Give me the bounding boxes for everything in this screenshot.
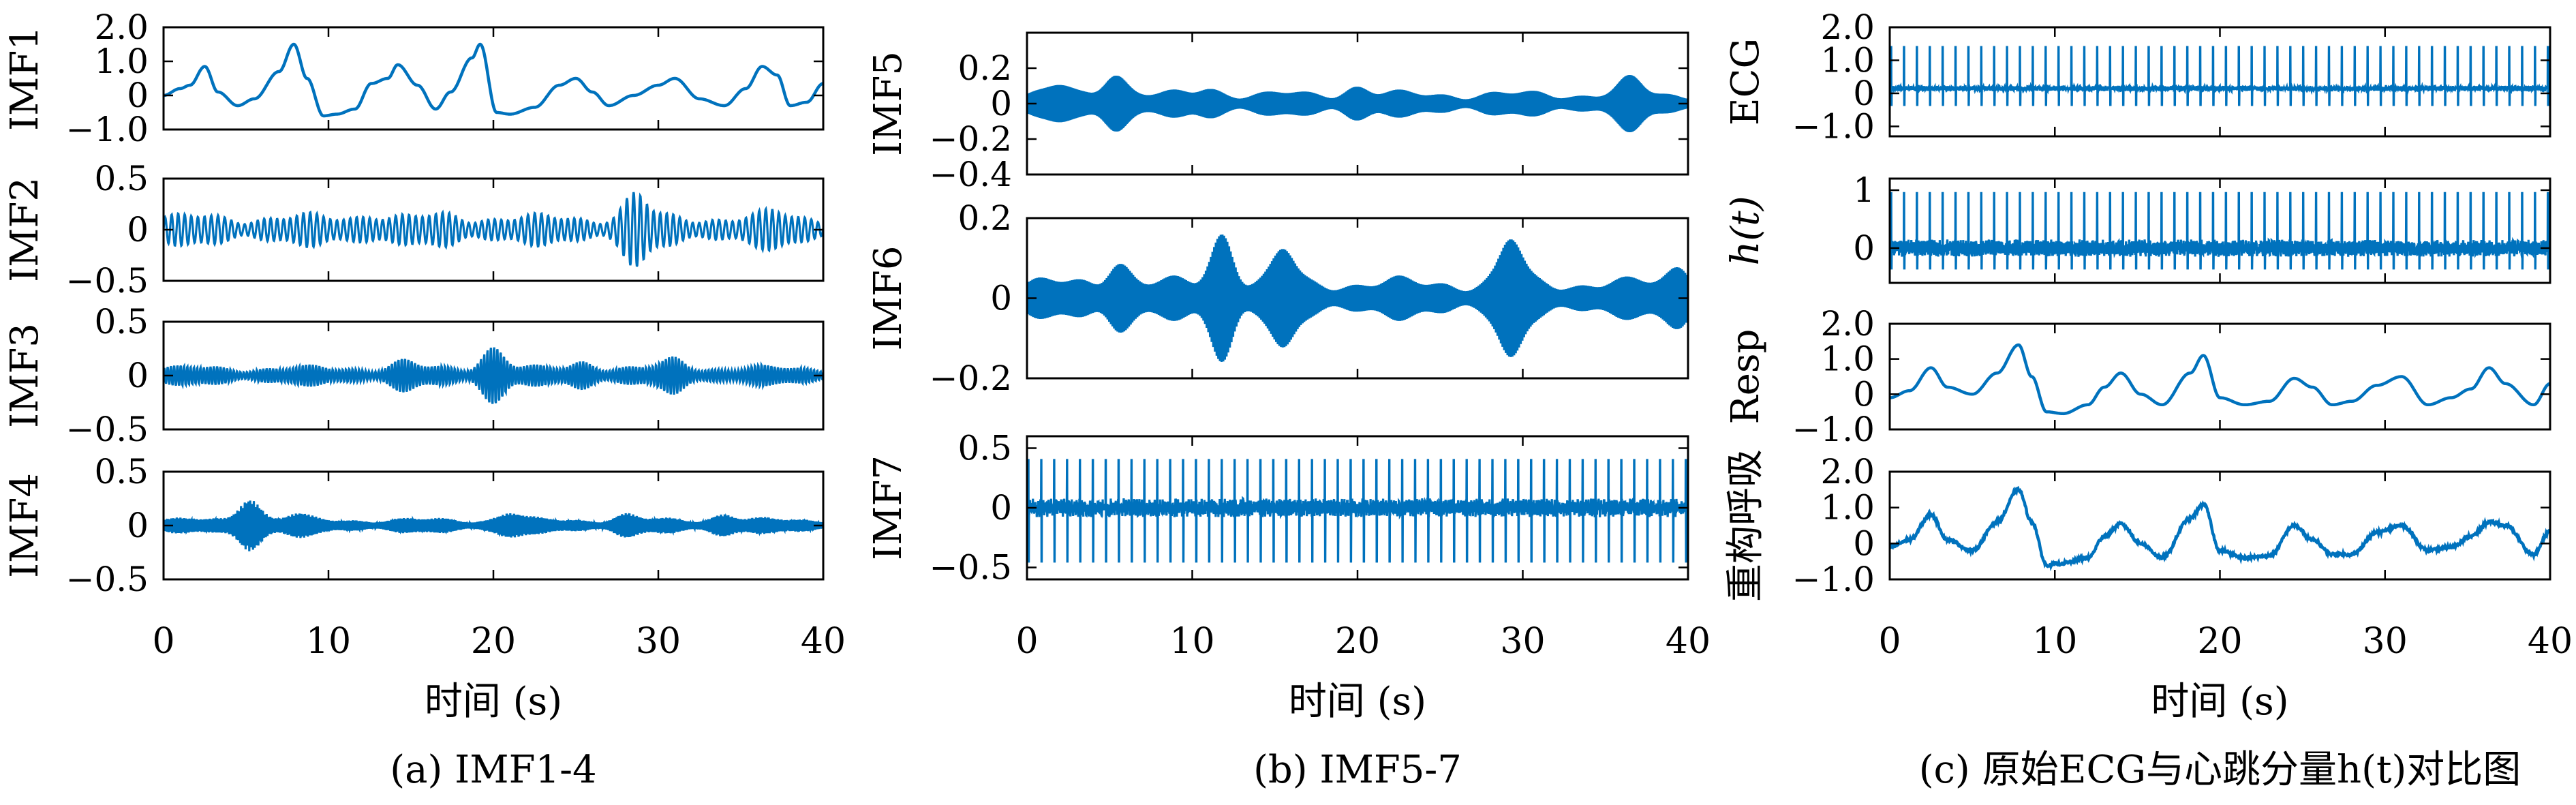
y-tick-label: 0.5 <box>94 302 149 341</box>
axes-frame <box>1888 177 2551 284</box>
panel-c: −1.001.02.0ECG01h(t)−1.001.02.0Resp−1.00… <box>1723 7 2573 792</box>
y-axis-label: IMF5 <box>866 51 910 156</box>
x-tick-label: 20 <box>471 621 516 662</box>
axes-frame <box>1888 26 2551 138</box>
x-tick-label: 20 <box>1335 621 1380 662</box>
y-tick-label: −0.5 <box>66 560 149 599</box>
x-tick-label: 30 <box>636 621 681 662</box>
subplot-Resp: −1.001.02.0 Resp <box>1723 304 2551 449</box>
x-tick-label: 40 <box>2528 621 2573 662</box>
series-line-重构呼吸 <box>1890 485 2550 572</box>
y-axis-label: IMF2 <box>3 177 47 282</box>
series-line-ECG <box>1890 46 2550 106</box>
y-tick-label: 1 <box>1853 170 1875 210</box>
y-tick-label: 0 <box>127 356 149 395</box>
subplot-IMF7: −0.5 0 0.5 IMF7 <box>866 429 1689 588</box>
series-line-h(t) <box>1890 192 2550 270</box>
x-tick-label: 0 <box>1015 621 1038 662</box>
subplot-IMF4: −0.5 0 0.5 IMF4 <box>3 452 825 599</box>
y-axis-label: 重构呼吸 <box>1723 449 1768 602</box>
y-tick-label: −0.2 <box>930 359 1012 398</box>
series-line-IMF6 <box>1027 234 1688 363</box>
panel-caption: (a) IMF1-4 <box>390 748 596 792</box>
y-tick-label: 0.2 <box>957 198 1012 238</box>
series-line-IMF3 <box>164 347 823 404</box>
x-tick-label: 30 <box>2363 621 2408 662</box>
subplot-IMF1: −1.001.02.0 IMF1 <box>3 7 825 149</box>
y-tick-label: 0 <box>1853 374 1875 414</box>
x-axis-label: 时间 (s) <box>2151 680 2288 724</box>
y-tick-label: 0 <box>127 76 149 115</box>
panel-caption: (c) 原始ECG与心跳分量h(t)对比图 <box>1919 748 2521 792</box>
y-tick-label: 0 <box>1853 228 1875 268</box>
y-tick-label: 0 <box>1853 74 1875 113</box>
y-axis-label: h(t) <box>1723 196 1768 265</box>
y-tick-label: 0 <box>127 506 149 545</box>
subplot-IMF6: −0.2 0 0.2 IMF6 <box>866 198 1689 398</box>
y-tick-label: 0.5 <box>94 452 149 491</box>
y-tick-label: 0 <box>1853 523 1875 563</box>
y-tick-label: 2.0 <box>94 7 149 47</box>
subplot-IMF5: −0.4−0.200.2 IMF5 <box>866 31 1689 194</box>
x-tick-label: 40 <box>1666 621 1711 662</box>
axes-frame <box>162 26 825 131</box>
y-tick-label: −1.0 <box>1792 560 1875 599</box>
subplot-h(t): 0 1 h(t) <box>1723 170 2551 284</box>
x-tick-label: 40 <box>801 621 846 662</box>
y-tick-label: 1.0 <box>1820 339 1875 379</box>
y-axis-label: IMF1 <box>3 26 47 131</box>
y-tick-label: 0 <box>127 210 149 249</box>
y-tick-label: 0 <box>990 279 1012 318</box>
y-axis-label: IMF4 <box>3 473 47 578</box>
y-tick-label: 1.0 <box>94 42 149 81</box>
y-tick-label: 0.5 <box>957 429 1012 468</box>
y-tick-label: 1.0 <box>1820 488 1875 528</box>
subplot-ECG: −1.001.02.0 ECG <box>1723 7 2551 146</box>
y-tick-label: 0.5 <box>94 159 149 198</box>
panel-caption: (b) IMF5-7 <box>1253 748 1462 792</box>
x-tick-label: 30 <box>1500 621 1545 662</box>
y-tick-label: −0.5 <box>66 410 149 449</box>
x-tick-label: 0 <box>1878 621 1901 662</box>
x-tick-label: 10 <box>306 621 351 662</box>
panel-b: −0.4−0.200.2IMF5−0.200.2IMF6−0.500.5IMF7… <box>866 31 1711 792</box>
series-line-IMF5 <box>1027 74 1688 133</box>
y-tick-label: −1.0 <box>1792 410 1875 449</box>
y-axis-label: IMF3 <box>3 323 47 428</box>
y-axis-label: IMF7 <box>866 455 910 560</box>
panel-a: −1.001.02.0IMF1−0.500.5IMF2−0.500.5IMF3−… <box>3 7 846 792</box>
y-tick-label: 2.0 <box>1820 7 1875 47</box>
x-tick-label: 0 <box>152 621 174 662</box>
x-tick-label: 10 <box>2032 621 2077 662</box>
x-tick-label: 20 <box>2197 621 2242 662</box>
y-tick-label: −1.0 <box>66 110 149 149</box>
series-line-IMF1 <box>164 42 823 118</box>
y-tick-label: 2.0 <box>1820 304 1875 344</box>
series-line-IMF7 <box>1027 459 1688 563</box>
y-tick-label: −1.0 <box>1792 106 1875 146</box>
y-axis-label: ECG <box>1723 38 1768 125</box>
series-line-IMF4 <box>164 500 823 551</box>
series-line-IMF2 <box>164 192 823 267</box>
y-tick-label: 2.0 <box>1820 452 1875 491</box>
x-axis-label: 时间 (s) <box>1289 680 1426 724</box>
x-axis-label: 时间 (s) <box>425 680 562 724</box>
y-tick-label: −0.5 <box>66 261 149 301</box>
y-tick-label: 0.2 <box>957 48 1012 88</box>
x-tick-label: 10 <box>1169 621 1214 662</box>
y-tick-label: −0.4 <box>930 155 1012 194</box>
y-tick-label: 0 <box>990 84 1012 123</box>
series-line-Resp <box>1890 343 2550 416</box>
y-tick-label: 0 <box>990 488 1012 528</box>
y-tick-label: −0.2 <box>930 119 1012 159</box>
y-tick-label: 1.0 <box>1820 40 1875 80</box>
subplot-IMF2: −0.5 0 0.5 IMF2 <box>3 159 825 301</box>
y-axis-label: IMF6 <box>866 246 910 351</box>
y-axis-label: Resp <box>1723 329 1768 425</box>
axes-frame <box>1888 470 2551 581</box>
subplot-重构呼吸: −1.001.02.0 重构呼吸 <box>1723 449 2551 602</box>
subplot-IMF3: −0.5 0 0.5 IMF3 <box>3 302 825 449</box>
y-tick-label: −0.5 <box>930 548 1012 588</box>
